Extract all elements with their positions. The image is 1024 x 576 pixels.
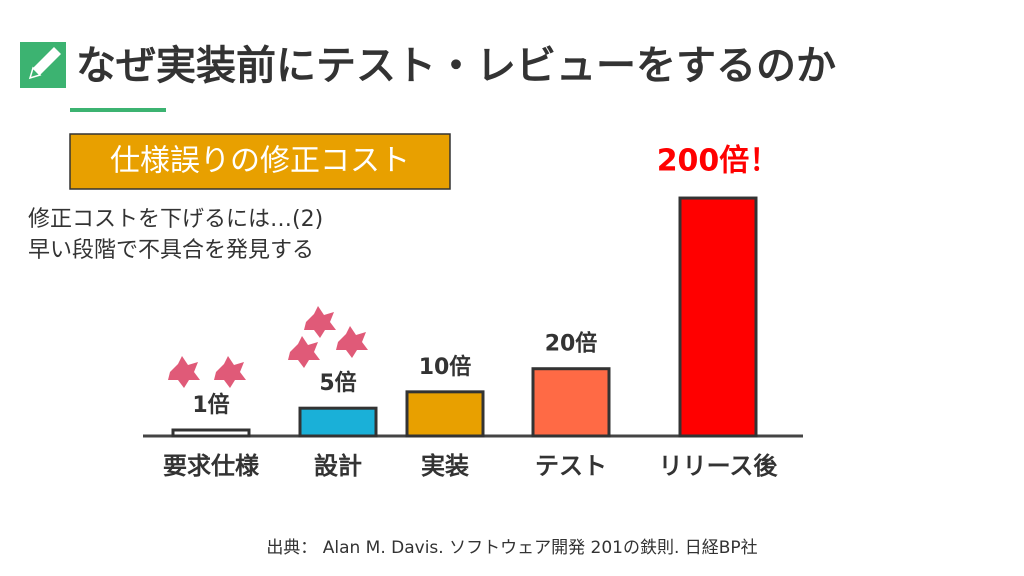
- bar: [405, 390, 485, 438]
- chart-title: 仕様誤りの修正コスト: [110, 144, 410, 179]
- value-label: 200倍！: [657, 144, 780, 179]
- pencil-icon: [20, 42, 66, 88]
- splat-decoration: [168, 306, 368, 388]
- annotation: 修正コストを下げるには…(2): [28, 207, 323, 232]
- slide-title: なぜ実装前にテスト・レビューをするのか: [76, 43, 836, 89]
- category-label: 実装: [421, 452, 469, 480]
- category-label: 要求仕様: [163, 452, 260, 480]
- value-label: 10倍: [419, 354, 472, 380]
- bar: [531, 367, 611, 438]
- chart-title-box: [69, 133, 451, 190]
- title-underline: [70, 108, 166, 112]
- bar: [678, 196, 758, 438]
- value-label: 20倍: [545, 331, 598, 357]
- bar: [171, 428, 251, 438]
- category-label: リリース後: [659, 452, 779, 480]
- annotation: 早い段階で不具合を発見する: [28, 238, 314, 263]
- value-label: 1倍: [192, 392, 229, 418]
- bar: [298, 406, 378, 438]
- value-label: 5倍: [319, 370, 356, 396]
- source: 出典： Alan M. Davis. ソフトウェア開発 201の鉄則. 日経BP…: [266, 538, 757, 558]
- category-label: 設計: [314, 452, 362, 480]
- category-label: テスト: [535, 452, 607, 480]
